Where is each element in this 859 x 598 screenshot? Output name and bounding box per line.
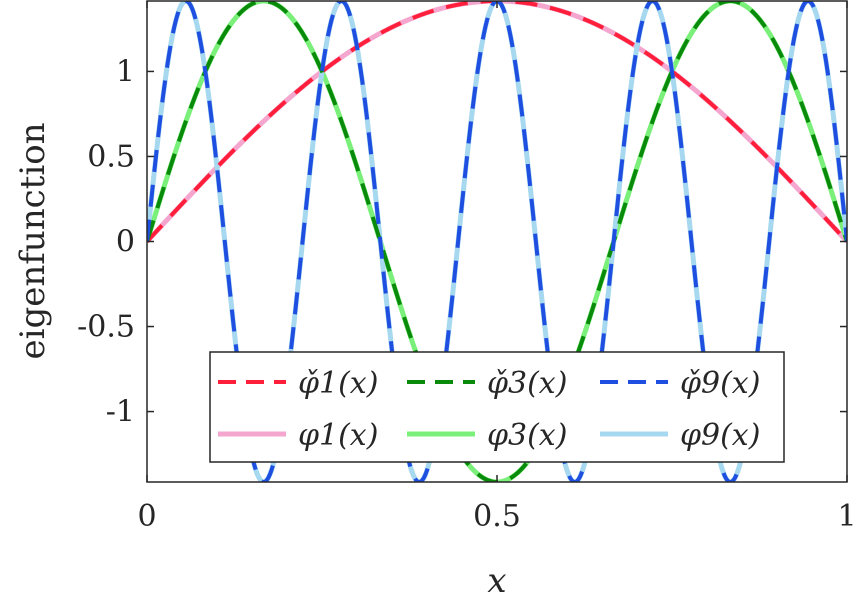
legend-label: φ̌1(x): [298, 366, 378, 401]
x-tick-label: 0.5: [473, 499, 521, 534]
legend-label: φ̌9(x): [680, 366, 760, 401]
y-axis-label: eigenfunction: [13, 122, 53, 359]
y-tick-label: -1: [106, 395, 135, 430]
y-tick-label: 0.5: [87, 139, 135, 174]
x-axis-label: x: [487, 561, 506, 598]
series-layer: [147, 1, 847, 482]
y-tick-label: 1: [116, 54, 135, 89]
legend-label: φ3(x): [487, 418, 567, 453]
legend-label: φ̌3(x): [487, 366, 567, 401]
x-tick-label: 1: [837, 499, 856, 534]
series-line-solid-mode-1: [147, 1, 847, 244]
legend-box: [209, 351, 785, 463]
x-tick-label: 0: [137, 499, 156, 534]
legend: φ̌1(x) φ̌3(x) φ̌9(x) φ1(x) φ3(x) φ9(x): [209, 351, 785, 463]
series-line-dashed-mode-1: [147, 1, 847, 243]
y-tick-label: 0: [116, 225, 135, 260]
y-tick-label: -0.5: [77, 310, 135, 345]
legend-label: φ9(x): [680, 418, 760, 453]
axis-ticks: 0 0.5 1 -1 -0.5 0 0.5 1: [77, 1, 857, 534]
legend-label: φ1(x): [298, 418, 378, 453]
